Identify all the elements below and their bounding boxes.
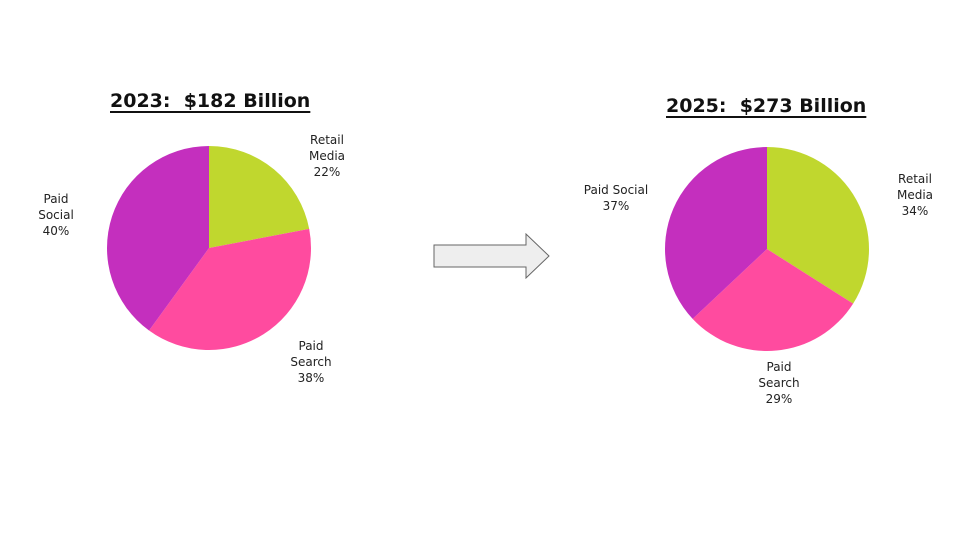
slice-label-paid-search-2025: Paid Search 29% [758,360,800,406]
pie-chart-2023 [107,146,311,350]
chart-title-2025: 2025: $273 Billion [666,95,867,117]
pie-slice-paid-search [692,249,854,351]
pie-chart-2025 [665,147,869,351]
pie-slice-retail-media [209,146,310,248]
slice-label-paid-search-2023: Paid Search 38% [290,339,332,385]
right-arrow-icon [433,233,550,279]
pie-slice-paid-social [665,147,767,319]
pie-slice-retail-media [767,147,869,304]
slice-label-paid-social-2023: Paid Social 40% [38,192,74,238]
slice-label-retail-media-2025: Retail Media 34% [896,172,934,218]
pie-slice-paid-search [149,228,311,350]
slice-label-retail-media-2023: Retail Media 22% [308,133,346,179]
slice-label-paid-social-2025: Paid Social 37% [583,183,649,213]
pie-slice-paid-social [107,146,209,331]
chart-title-2023: 2023: $182 Billion [110,90,311,112]
